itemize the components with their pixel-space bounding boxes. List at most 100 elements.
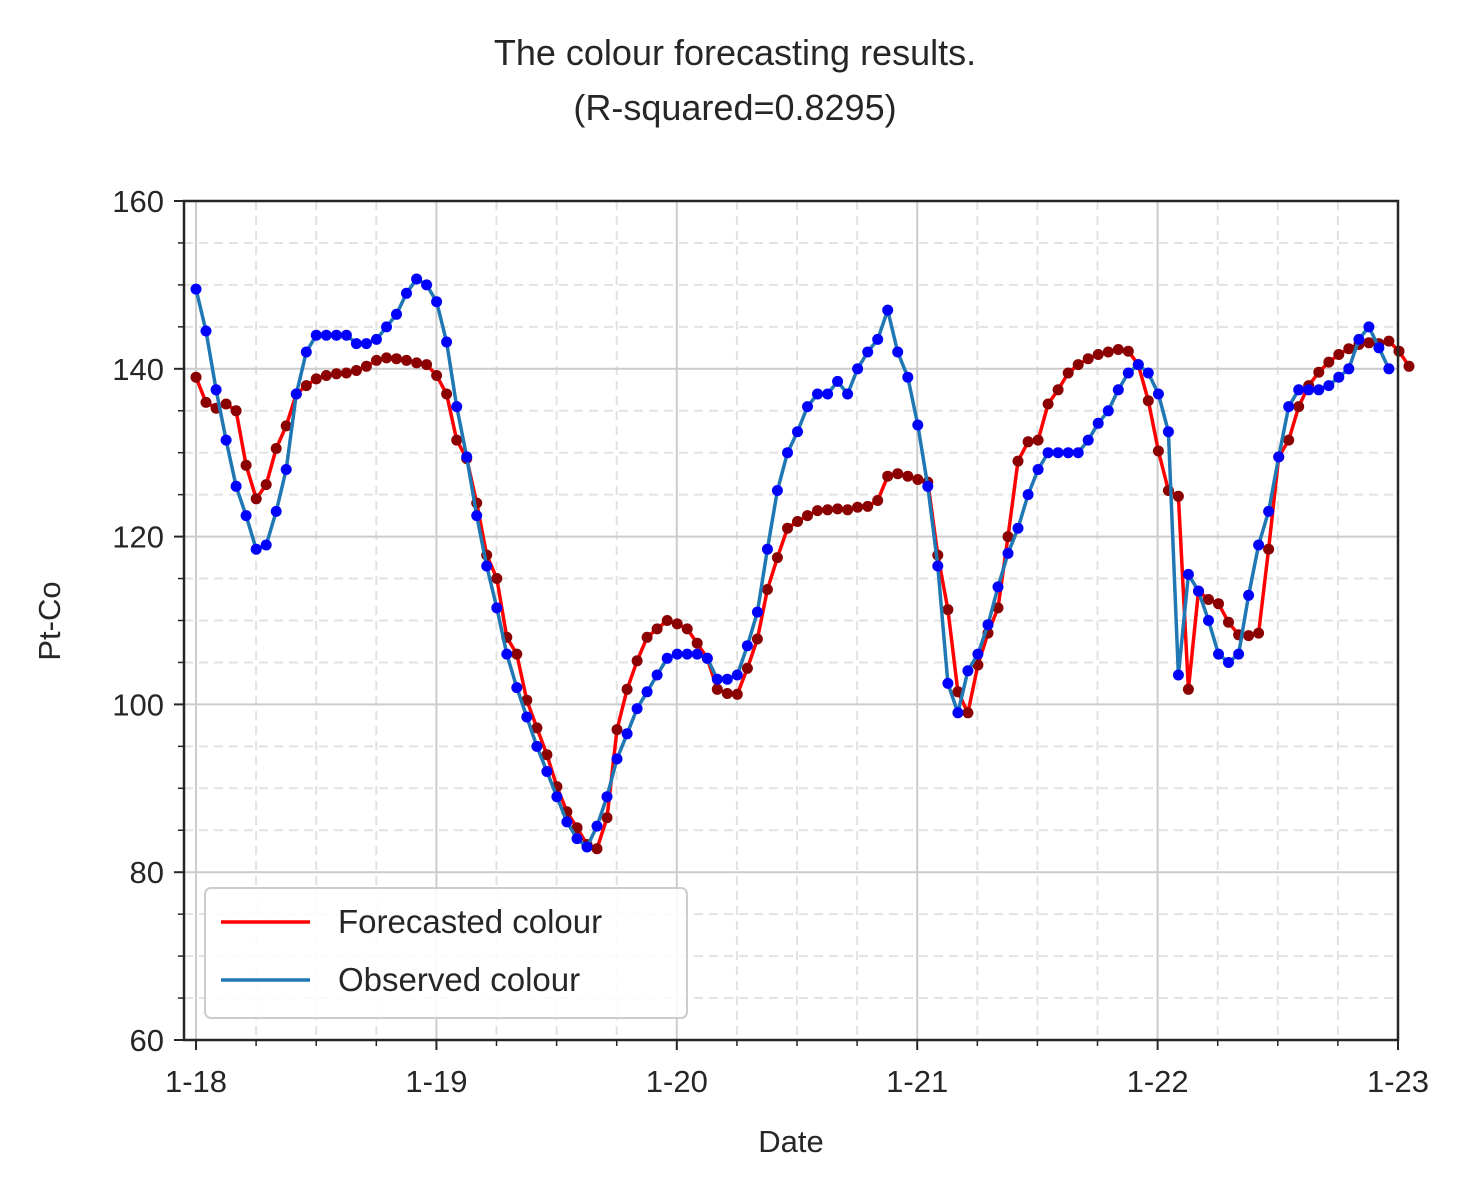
forecast-point [681, 623, 693, 635]
observed-point [1293, 384, 1305, 396]
forecast-point [661, 615, 673, 626]
forecast-point [240, 459, 252, 471]
forecast-point [541, 749, 553, 761]
observed-point [501, 648, 513, 660]
observed-point [771, 485, 783, 496]
observed-point [1122, 367, 1134, 379]
observed-point [741, 640, 753, 652]
observed-point [761, 543, 773, 555]
forecast-point [230, 405, 242, 417]
forecast-point [641, 631, 653, 643]
forecast-point [250, 493, 262, 505]
observed-point [551, 791, 563, 803]
observed-point [892, 346, 904, 358]
observed-point [912, 419, 924, 431]
observed-point [1233, 648, 1245, 660]
forecast-point [842, 504, 854, 516]
observed-point [1193, 585, 1204, 597]
forecast-point [741, 662, 753, 674]
observed-point [531, 740, 543, 752]
observed-point [290, 388, 302, 400]
observed-point [591, 820, 603, 832]
forecast-point [190, 371, 202, 383]
observed-point [601, 791, 613, 803]
observed-point [1172, 669, 1184, 681]
legend-label-observed: Observed colour [338, 961, 580, 998]
observed-point [571, 833, 583, 845]
forecast-point [1323, 356, 1335, 368]
forecast-point [1052, 384, 1064, 396]
legend: Forecasted colour Observed colour [204, 887, 688, 1019]
observed-point [310, 329, 322, 341]
observed-point [1152, 388, 1164, 400]
observed-point [1363, 321, 1375, 333]
forecast-point [1142, 395, 1154, 407]
observed-point [1353, 333, 1365, 345]
observed-point [1092, 417, 1104, 429]
forecast-point [360, 360, 372, 372]
forecast-point [1283, 434, 1295, 446]
y-tick-label: 100 [112, 687, 164, 722]
observed-point [1072, 447, 1084, 459]
observed-point [902, 371, 914, 383]
observed-point [581, 841, 593, 853]
forecast-point [731, 688, 743, 700]
forecast-point [431, 370, 443, 381]
observed-point [230, 480, 242, 492]
x-tick-label: 1-23 [1367, 1064, 1429, 1099]
forecast-point [1383, 335, 1395, 347]
forecast-point [451, 434, 463, 446]
forecast-point [350, 365, 362, 376]
forecast-point [611, 724, 623, 736]
forecast-point [421, 359, 433, 371]
observed-point [1303, 384, 1315, 396]
observed-point [210, 384, 222, 396]
y-tick-label: 80 [130, 855, 164, 890]
forecast-point [721, 688, 733, 699]
observed-point [1182, 568, 1194, 580]
forecast-point [802, 510, 813, 522]
observed-point [1032, 464, 1044, 475]
forecast-point [1012, 455, 1024, 467]
y-tick-label: 160 [112, 184, 164, 219]
x-tick-label: 1-19 [405, 1064, 467, 1099]
observed-point [822, 388, 834, 400]
observed-point [441, 336, 453, 348]
observed-point [1343, 363, 1355, 375]
x-tick-label: 1-18 [165, 1064, 227, 1099]
observed-point [611, 753, 623, 765]
observed-point [371, 333, 382, 345]
observed-point [952, 707, 964, 719]
forecast-point [942, 604, 954, 616]
observed-point [511, 682, 523, 694]
forecast-point [1172, 490, 1184, 502]
observed-point [972, 648, 984, 660]
forecast-point [1313, 366, 1325, 378]
forecast-point [270, 443, 282, 454]
forecast-point [1042, 398, 1054, 410]
observed-point [852, 363, 864, 375]
observed-point [1203, 615, 1214, 626]
observed-point [401, 287, 412, 299]
observed-point [190, 283, 202, 295]
observed-point [681, 648, 693, 660]
forecast-point [882, 470, 894, 482]
forecast-point [1082, 353, 1094, 365]
forecast-point [1243, 630, 1255, 642]
observed-point [431, 296, 443, 308]
observed-point [200, 325, 212, 337]
observed-point [1102, 405, 1114, 417]
observed-point [320, 329, 332, 341]
x-tick-label: 1-21 [886, 1064, 948, 1099]
forecast-point [852, 501, 864, 513]
observed-point [731, 669, 743, 681]
forecast-point [441, 388, 453, 400]
forecast-point [691, 637, 703, 649]
observed-point [631, 703, 643, 715]
observed-point [651, 669, 663, 681]
observed-point [691, 648, 703, 660]
forecast-point [1002, 531, 1014, 543]
forecast-point [812, 505, 823, 517]
forecast-point [862, 500, 874, 512]
observed-point [922, 480, 934, 492]
